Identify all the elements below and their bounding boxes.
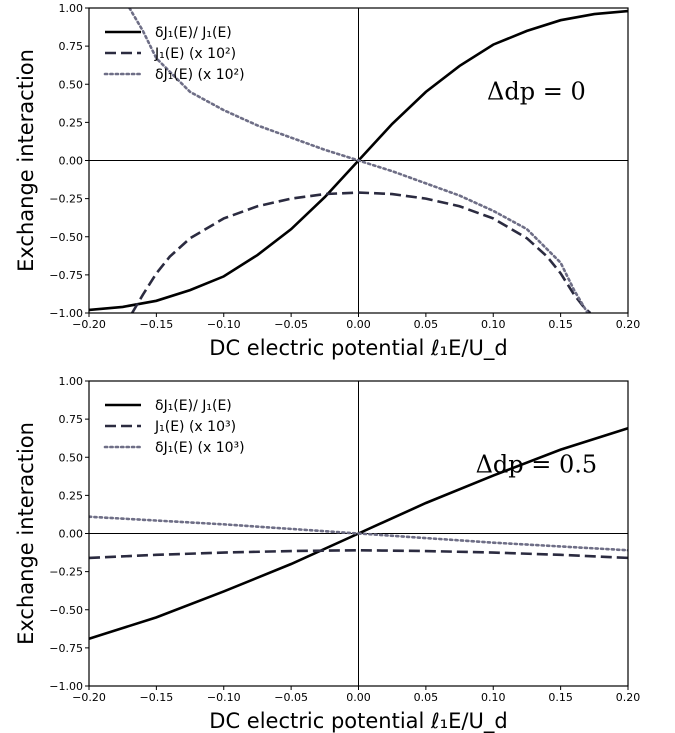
x-axis-label: DC electric potential ℓ₁E/U_d	[209, 336, 507, 361]
x-axis-label: DC electric potential ℓ₁E/U_d	[209, 709, 507, 733]
x-tick-label: 0.20	[616, 318, 641, 331]
y-tick-label: −0.25	[49, 193, 83, 206]
x-tick-label: −0.20	[72, 691, 106, 704]
x-tick-label: −0.10	[207, 691, 241, 704]
y-tick-label: −0.50	[49, 231, 83, 244]
x-tick-label: 0.00	[346, 318, 371, 331]
y-tick-label: −1.00	[49, 307, 83, 320]
y-tick-label: 0.50	[59, 78, 84, 91]
y-tick-label: 1.00	[59, 2, 84, 15]
series-line-dotted	[128, 8, 589, 313]
y-tick-label: −0.75	[49, 642, 83, 655]
annotation-text: Δdp = 0	[487, 78, 586, 106]
x-tick-label: −0.05	[274, 318, 308, 331]
legend: δJ₁(E)/ J₁(E) J₁(E) (x 10³) δJ₁(E) (x 10³)	[103, 398, 245, 456]
y-axis-label: Exchange interaction	[14, 49, 38, 272]
legend-label: δJ₁(E)/ J₁(E)	[155, 25, 232, 41]
y-tick-label: 0.25	[59, 116, 84, 129]
x-tick-label: 0.20	[616, 691, 641, 704]
chart-panel-2: −0.20 −0.15 −0.10 −0.05 0.00 0.05 0.10 0.15 0.20…	[14, 375, 640, 733]
legend: δJ₁(E)/ J₁(E) J₁(E) (x 10²) δJ₁(E) (x 10²)	[103, 25, 245, 83]
y-tick-label: 0.00	[59, 528, 84, 541]
series-line-dashed	[130, 191, 592, 313]
x-tick-label: 0.15	[548, 691, 573, 704]
chart-panel-1: −0.20 −0.15 −0.10 −0.05 0.00 0.05 0.10 0.15 0.20…	[14, 2, 640, 361]
legend-label: J₁(E) (x 10²)	[154, 46, 236, 62]
legend-label: δJ₁(E) (x 10³)	[155, 440, 245, 456]
x-tick-label: 0.10	[481, 318, 506, 331]
x-tick-label: −0.10	[207, 318, 241, 331]
y-tick-label: −1.00	[49, 680, 83, 693]
y-tick-label: 0.50	[59, 451, 84, 464]
y-tick-label: 1.00	[59, 375, 84, 388]
y-tick-label: −0.25	[49, 566, 83, 579]
x-tick-label: −0.15	[140, 318, 174, 331]
series-line-dotted	[89, 515, 628, 552]
x-tick-label: −0.20	[72, 318, 106, 331]
x-tick-label: 0.05	[414, 691, 439, 704]
y-tick-label: 0.25	[59, 489, 84, 502]
x-tick-label: −0.05	[274, 691, 308, 704]
x-tick-label: 0.00	[346, 691, 371, 704]
x-tick-label: 0.15	[548, 318, 573, 331]
x-tick-label: 0.05	[414, 318, 439, 331]
x-tick-label: −0.15	[140, 691, 174, 704]
y-tick-label: 0.75	[59, 40, 84, 53]
y-tick-label: 0.00	[59, 155, 84, 168]
y-tick-label: −0.75	[49, 269, 83, 282]
y-tick-label: −0.50	[49, 604, 83, 617]
legend-label: δJ₁(E)/ J₁(E)	[155, 398, 232, 414]
legend-label: J₁(E) (x 10³)	[154, 419, 236, 435]
x-tick-label: 0.10	[481, 691, 506, 704]
y-axis-label: Exchange interaction	[14, 422, 38, 645]
series-line-dashed	[89, 548, 628, 560]
y-tick-label: 0.75	[59, 413, 84, 426]
legend-label: δJ₁(E) (x 10²)	[155, 67, 245, 83]
annotation-text: Δdp = 0.5	[476, 451, 598, 479]
